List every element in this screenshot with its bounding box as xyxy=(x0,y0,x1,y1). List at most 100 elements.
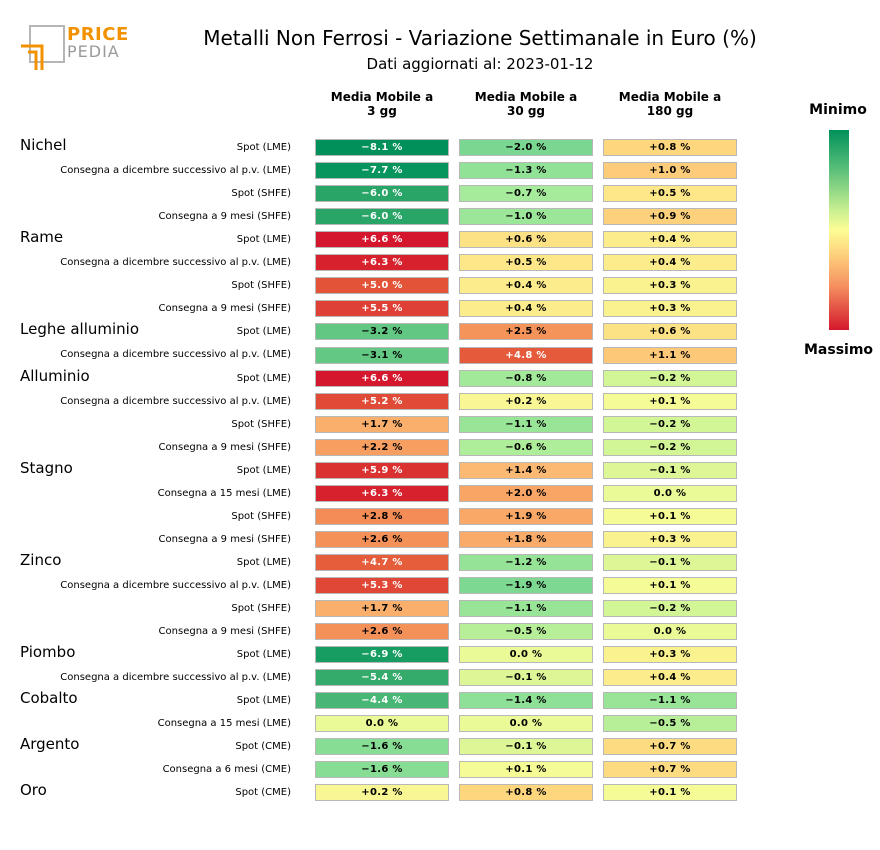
heatmap-cell: −0.6 % xyxy=(459,438,593,456)
heatmap-cell: +0.1 % xyxy=(603,784,737,802)
heatmap-cell: 0.0 % xyxy=(459,646,593,664)
chart-title: Metalli Non Ferrosi - Variazione Settima… xyxy=(203,26,757,50)
heatmap-cell: 0.0 % xyxy=(459,715,593,733)
heatmap-cell: −1.2 % xyxy=(459,553,593,571)
heatmap-cell: +2.0 % xyxy=(459,484,593,502)
row-label: Spot (SHFE) xyxy=(231,280,291,292)
row-label: Consegna a dicembre successivo al p.v. (… xyxy=(60,672,291,684)
heatmap-cell: +1.7 % xyxy=(315,415,449,433)
row-label: Spot (LME) xyxy=(236,649,291,661)
heatmap-cell: −3.1 % xyxy=(315,346,449,364)
heatmap-cell: −8.1 % xyxy=(315,139,449,156)
row-label: Spot (LME) xyxy=(236,234,291,246)
heatmap-cell: +0.4 % xyxy=(459,277,593,295)
heatmap-cell: +0.3 % xyxy=(603,530,737,548)
heatmap-cell: −0.8 % xyxy=(459,369,593,387)
heatmap-cell: +5.0 % xyxy=(315,277,449,295)
heatmap-cell: +5.5 % xyxy=(315,300,449,318)
heatmap-cell: −0.1 % xyxy=(459,669,593,687)
heatmap-cell: +0.8 % xyxy=(603,139,737,156)
group-label: Piombo xyxy=(20,643,76,662)
heatmap-cell: −0.2 % xyxy=(603,438,737,456)
logo-mark-icon xyxy=(21,25,65,70)
heatmap-cell: −4.4 % xyxy=(315,692,449,710)
heatmap-cell: +5.2 % xyxy=(315,392,449,410)
legend-colorbar xyxy=(829,130,849,330)
heatmap-cell: +4.7 % xyxy=(315,553,449,571)
heatmap-cell: +2.5 % xyxy=(459,323,593,341)
row-label: Spot (CME) xyxy=(235,741,291,753)
row-label: Spot (SHFE) xyxy=(231,418,291,430)
heatmap-cell: +4.8 % xyxy=(459,346,593,364)
heatmap-cell: +0.3 % xyxy=(603,277,737,295)
heatmap-cell: +0.7 % xyxy=(603,738,737,756)
group-label: Nichel xyxy=(20,136,67,154)
logo-text-price: PRICE xyxy=(67,24,129,45)
heatmap-cell: +0.1 % xyxy=(603,507,737,525)
heatmap-cell: +0.4 % xyxy=(603,254,737,272)
row-label: Consegna a dicembre successivo al p.v. (… xyxy=(60,165,291,177)
heatmap-cell: +0.1 % xyxy=(603,577,737,594)
heatmap-cell: +2.2 % xyxy=(315,438,449,456)
heatmap-cell: −2.0 % xyxy=(459,139,593,156)
heatmap-cell: +1.0 % xyxy=(603,162,737,180)
group-label: Zinco xyxy=(20,550,62,569)
legend-max-label: Massimo xyxy=(804,342,874,358)
legend-min-label: Minimo xyxy=(809,102,867,118)
group-label: Cobalto xyxy=(20,689,78,708)
heatmap-cell: +1.7 % xyxy=(315,600,449,617)
heatmap-cell: +0.8 % xyxy=(459,784,593,802)
heatmap-cell: +0.6 % xyxy=(603,323,737,341)
row-label: Spot (SHFE) xyxy=(231,510,291,522)
heatmap-cell: +0.2 % xyxy=(315,784,449,802)
group-label: Rame xyxy=(20,228,64,247)
heatmap-cell: −1.0 % xyxy=(459,208,593,226)
heatmap-cell: −1.1 % xyxy=(459,600,593,617)
heatmap-cell: −1.1 % xyxy=(603,692,737,710)
heatmap-cell: +0.3 % xyxy=(603,300,737,318)
group-label: Stagno xyxy=(20,458,73,477)
group-label: Alluminio xyxy=(20,366,90,385)
heatmap-cell: −0.1 % xyxy=(459,738,593,756)
heatmap-cell: −0.2 % xyxy=(603,415,737,433)
row-label: Spot (LME) xyxy=(236,372,291,384)
row-label: Consegna a 9 mesi (SHFE) xyxy=(158,211,291,223)
row-label: Spot (LME) xyxy=(236,326,291,338)
heatmap-cell: +0.2 % xyxy=(459,392,593,410)
heatmap-cell: +0.7 % xyxy=(603,761,737,779)
row-label: Consegna a 9 mesi (SHFE) xyxy=(158,441,291,453)
heatmap-cell: +0.9 % xyxy=(603,208,737,226)
chart-subtitle: Dati aggiornati al: 2023-01-12 xyxy=(366,55,594,73)
heatmap-cell: −6.0 % xyxy=(315,185,449,203)
heatmap-cell: +5.3 % xyxy=(315,577,449,594)
heatmap-cell: +0.3 % xyxy=(603,646,737,664)
heatmap-cell: −0.2 % xyxy=(603,600,737,617)
heatmap-cell: +0.1 % xyxy=(603,392,737,410)
heatmap-cell: −0.5 % xyxy=(459,623,593,640)
row-label: Consegna a 9 mesi (SHFE) xyxy=(158,303,291,315)
heatmap-cell: −1.4 % xyxy=(459,692,593,710)
row-label: Consegna a 6 mesi (CME) xyxy=(162,764,291,776)
heatmap-cell: 0.0 % xyxy=(603,484,737,502)
heatmap-cell: 0.0 % xyxy=(603,623,737,640)
row-label: Consegna a 15 mesi (LME) xyxy=(157,487,291,499)
row-label: Spot (CME) xyxy=(235,787,291,799)
row-label: Consegna a 9 mesi (SHFE) xyxy=(158,626,291,638)
heatmap-cell: +2.8 % xyxy=(315,507,449,525)
heatmap-cell: +2.6 % xyxy=(315,623,449,640)
row-label: Consegna a dicembre successivo al p.v. (… xyxy=(60,257,291,269)
row-label: Consegna a dicembre successivo al p.v. (… xyxy=(60,579,291,591)
row-label: Spot (SHFE) xyxy=(231,603,291,614)
group-label: Argento xyxy=(20,735,80,754)
heatmap-cell: −0.5 % xyxy=(603,715,737,733)
heatmap-cell: +0.4 % xyxy=(603,669,737,687)
heatmap-cell: +0.4 % xyxy=(603,231,737,249)
heatmap-cell: +5.9 % xyxy=(315,461,449,479)
heatmap-cell: +6.3 % xyxy=(315,254,449,272)
heatmap-cell: −0.1 % xyxy=(603,553,737,571)
heatmap-cell: −1.1 % xyxy=(459,415,593,433)
heatmap-cell: −6.0 % xyxy=(315,208,449,226)
heatmap-cell: +1.9 % xyxy=(459,507,593,525)
heatmap-cell: +2.6 % xyxy=(315,530,449,548)
